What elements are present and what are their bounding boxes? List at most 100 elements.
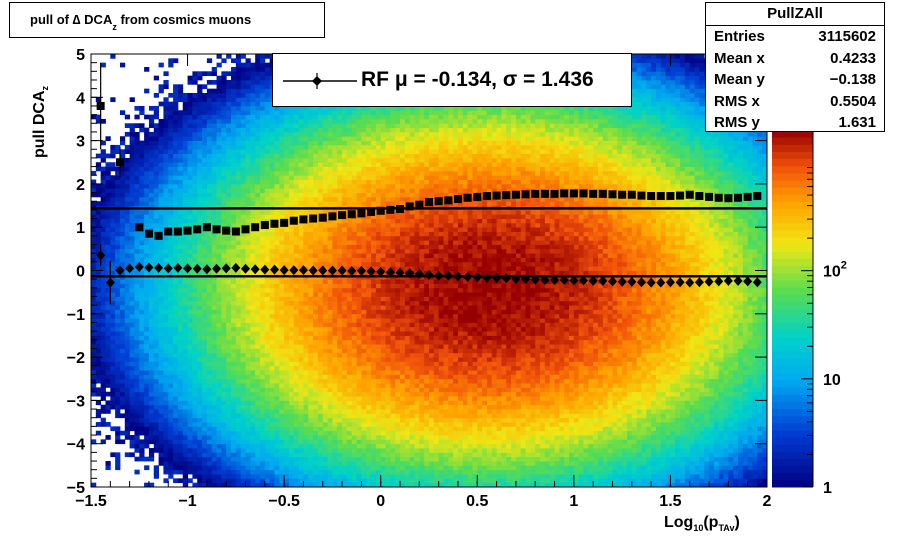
heatmap-cell bbox=[327, 404, 333, 410]
heatmap-cell bbox=[269, 144, 275, 150]
heatmap-cell bbox=[100, 149, 106, 154]
heatmap-cell bbox=[240, 352, 246, 358]
heatmap-cell bbox=[231, 214, 237, 219]
heatmap-cell bbox=[279, 465, 285, 471]
heatmap-cell bbox=[206, 175, 213, 180]
heatmap-cell bbox=[235, 110, 242, 116]
heatmap-cell bbox=[139, 162, 145, 167]
heatmap-cell bbox=[346, 153, 353, 159]
heatmap-cell bbox=[95, 322, 102, 328]
heatmap-cell bbox=[105, 404, 111, 410]
heatmap-cell bbox=[119, 335, 126, 341]
heatmap-cell bbox=[187, 240, 193, 245]
heatmap-cell bbox=[332, 140, 338, 146]
heatmap-cell bbox=[226, 326, 232, 332]
heatmap-cell bbox=[303, 370, 309, 375]
heatmap-cell bbox=[202, 465, 208, 471]
heatmap-cell bbox=[231, 344, 237, 349]
heatmap-cell bbox=[293, 214, 300, 219]
heatmap-cell bbox=[288, 166, 295, 172]
heatmap-cell bbox=[288, 374, 295, 380]
heatmap-cell bbox=[148, 209, 155, 215]
heatmap-cell bbox=[231, 127, 237, 133]
heatmap-cell bbox=[168, 318, 174, 323]
heatmap-cell bbox=[250, 149, 256, 154]
heatmap-cell bbox=[197, 283, 203, 289]
heatmap-cell bbox=[337, 131, 343, 137]
heatmap-cell bbox=[274, 188, 280, 193]
heatmap-cell bbox=[177, 326, 184, 332]
heatmap-cell bbox=[197, 188, 203, 193]
heatmap-cell bbox=[274, 123, 280, 129]
heatmap-cell bbox=[346, 365, 353, 371]
heatmap-cell bbox=[206, 426, 213, 432]
heatmap-cell bbox=[269, 404, 275, 410]
heatmap-cell bbox=[260, 101, 266, 107]
heatmap-cell bbox=[303, 279, 309, 284]
heatmap-cell bbox=[144, 482, 150, 488]
heatmap-cell bbox=[288, 222, 295, 228]
heatmap-cell bbox=[192, 127, 198, 133]
heatmap-cell bbox=[163, 426, 169, 432]
heatmap-cell bbox=[303, 209, 309, 215]
heatmap-cell bbox=[202, 110, 208, 116]
heatmap-cell bbox=[221, 118, 227, 124]
heatmap-cell bbox=[240, 465, 246, 471]
heatmap-cell bbox=[231, 313, 237, 319]
heatmap-cell bbox=[313, 183, 319, 189]
heatmap-cell bbox=[298, 114, 304, 120]
heatmap-cell bbox=[177, 365, 184, 371]
heatmap-cell bbox=[264, 270, 271, 276]
heatmap-cell bbox=[235, 162, 242, 167]
heatmap-cell bbox=[279, 244, 285, 250]
heatmap-cell bbox=[250, 322, 256, 328]
heatmap-cell bbox=[91, 357, 97, 362]
heatmap-cell bbox=[240, 192, 246, 198]
heatmap-cell bbox=[240, 118, 246, 124]
heatmap-cell bbox=[240, 84, 246, 90]
heatmap-cell bbox=[197, 318, 203, 323]
heatmap-cell bbox=[134, 361, 140, 367]
heatmap-cell bbox=[187, 430, 193, 436]
heatmap-cell bbox=[342, 456, 348, 462]
heatmap-cell bbox=[240, 322, 246, 328]
heatmap-cell bbox=[144, 157, 150, 163]
heatmap-cell bbox=[351, 110, 357, 116]
heatmap-cell bbox=[226, 309, 232, 315]
heatmap-cell bbox=[139, 261, 145, 267]
heatmap-cell bbox=[346, 144, 353, 150]
heatmap-cell bbox=[221, 92, 227, 98]
heatmap-cell bbox=[260, 387, 266, 393]
heatmap-cell bbox=[255, 443, 261, 449]
heatmap-cell bbox=[274, 465, 280, 471]
heatmap-cell bbox=[144, 196, 150, 202]
heatmap-cell bbox=[250, 391, 256, 397]
heatmap-cell bbox=[173, 387, 179, 393]
heatmap-cell bbox=[308, 378, 314, 384]
heatmap-cell bbox=[346, 179, 353, 185]
heatmap-cell bbox=[168, 188, 174, 193]
heatmap-cell bbox=[245, 422, 251, 427]
heatmap-cell bbox=[148, 166, 155, 172]
heatmap-cell bbox=[211, 79, 217, 85]
heatmap-cell bbox=[235, 313, 242, 319]
heatmap-cell bbox=[144, 227, 150, 232]
heatmap-cell bbox=[240, 231, 246, 237]
heatmap-cell bbox=[148, 326, 155, 332]
heatmap-cell bbox=[255, 105, 261, 111]
heatmap-cell bbox=[260, 188, 266, 193]
heatmap-cell bbox=[206, 149, 213, 154]
heatmap-cell bbox=[351, 313, 357, 319]
heatmap-cell bbox=[158, 131, 164, 137]
heatmap-cell bbox=[163, 452, 169, 458]
heatmap-cell bbox=[308, 110, 314, 116]
heatmap-cell bbox=[346, 465, 353, 471]
heatmap-cell bbox=[337, 283, 343, 289]
heatmap-cell bbox=[115, 378, 121, 384]
heatmap-cell bbox=[158, 253, 164, 258]
heatmap-cell bbox=[260, 140, 266, 146]
heatmap-cell bbox=[356, 348, 362, 354]
heatmap-cell bbox=[168, 149, 174, 154]
heatmap-cell bbox=[105, 331, 111, 336]
heatmap-cell bbox=[168, 309, 174, 315]
